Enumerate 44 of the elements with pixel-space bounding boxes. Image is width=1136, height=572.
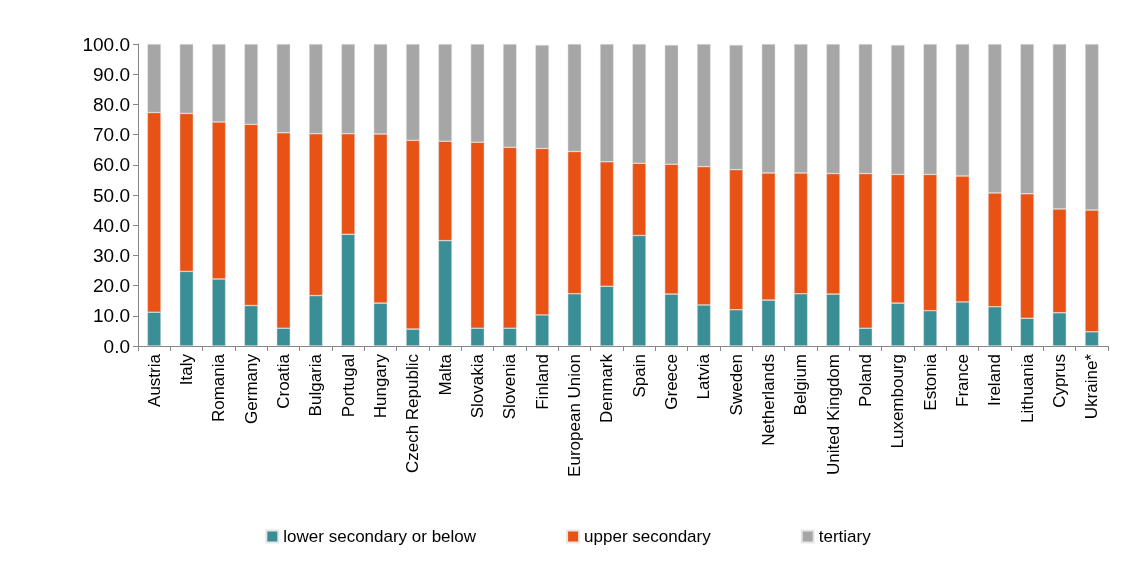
x-tick-label: United Kingdom: [823, 354, 843, 475]
x-tick-label: Ireland: [985, 354, 1005, 406]
legend-label: upper secondary: [584, 527, 712, 546]
y-tick-label: 40.0: [93, 214, 130, 236]
x-tick-label: Romania: [209, 353, 229, 423]
x-tick-label: Portugal: [338, 354, 358, 418]
x-tick-label: Lithuania: [1017, 353, 1037, 424]
legend-label: tertiary: [818, 527, 872, 546]
y-tick-label: 20.0: [93, 275, 130, 297]
x-tick-label: Malta: [435, 353, 455, 396]
x-tick-label: Czech Republic: [403, 353, 423, 474]
x-tick-label: Denmark: [597, 353, 617, 423]
x-tick-label: Estonia: [920, 353, 940, 411]
legend-label: lower secondary or below: [283, 527, 477, 546]
x-tick-label: Bulgaria: [306, 353, 326, 417]
x-tick-label: Sweden: [726, 354, 746, 416]
x-tick-label: France: [953, 354, 972, 407]
x-tick-label: Germany: [241, 353, 261, 424]
x-tick-label: Croatia: [274, 353, 293, 409]
y-tick-label: 10.0: [93, 305, 130, 327]
x-tick-label: Finland: [532, 354, 552, 410]
y-tick-label: 60.0: [93, 154, 130, 176]
y-tick-label: 0.0: [103, 335, 130, 357]
x-tick-label: Netherlands: [759, 354, 778, 446]
y-tick-label: 100.0: [82, 33, 130, 55]
x-tick-label: Poland: [856, 354, 875, 407]
x-tick-label: Slovenia: [500, 353, 520, 420]
x-tick-label: Luxembourg: [888, 354, 908, 449]
y-tick-label: 50.0: [93, 184, 130, 206]
x-tick-label: Slovakia: [468, 353, 487, 419]
x-tick-label: Italy: [177, 353, 196, 386]
y-tick-label: 30.0: [93, 244, 130, 266]
x-tick-label: Ukraine*: [1082, 353, 1102, 420]
x-tick-label: Austria: [144, 353, 164, 407]
y-tick-label: 70.0: [93, 124, 130, 146]
x-tick-label: European Union: [565, 354, 584, 477]
x-tick-label: Greece: [662, 354, 681, 410]
x-tick-label: Hungary: [371, 353, 390, 419]
x-tick-label: Latvia: [694, 353, 714, 400]
x-tick-label: Spain: [629, 354, 649, 398]
y-tick-label: 80.0: [93, 93, 130, 115]
x-tick-label: Belgium: [791, 354, 811, 416]
y-tick-label: 90.0: [93, 63, 130, 85]
x-tick-label: Cyprus: [1050, 354, 1069, 408]
